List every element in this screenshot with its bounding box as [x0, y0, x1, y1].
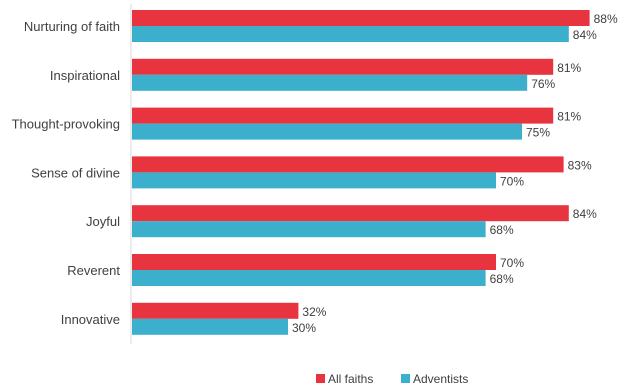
bar-nurturing-of-faith-all-faiths [132, 10, 590, 26]
bar-thought-provoking-all-faiths [132, 107, 554, 124]
value-label-nurturing-of-faith-all-faiths: 88% [594, 12, 618, 26]
category-label-joyful: Joyful [86, 214, 120, 229]
bar-inspirational-all-faiths [132, 58, 554, 75]
bar-joyful-adventists [132, 221, 486, 238]
category-label-sense-of-divine: Sense of divine [31, 165, 120, 180]
category-label-reverent: Reverent [67, 263, 120, 278]
bar-innovative-all-faiths [132, 302, 299, 319]
legend-swatch-adventists [401, 374, 410, 383]
bars [132, 10, 590, 335]
value-label-nurturing-of-faith-adventists: 84% [573, 28, 597, 42]
legend-label-adventists: Adventists [413, 372, 468, 386]
category-label-innovative: Innovative [61, 312, 120, 327]
legend: All faiths Adventists [316, 372, 468, 386]
bar-sense-of-divine-all-faiths [132, 156, 564, 173]
value-label-sense-of-divine-adventists: 70% [500, 174, 524, 188]
value-label-reverent-adventists: 68% [490, 272, 514, 286]
value-label-thought-provoking-all-faiths: 81% [557, 110, 581, 124]
bar-nurturing-of-faith-adventists [132, 26, 569, 42]
value-label-thought-provoking-adventists: 75% [526, 126, 550, 140]
value-labels: 88%84%81%76%81%75%83%70%84%68%70%68%32%3… [292, 12, 618, 335]
value-label-innovative-all-faiths: 32% [302, 305, 326, 319]
bar-sense-of-divine-adventists [132, 172, 496, 189]
bar-thought-provoking-adventists [132, 123, 522, 140]
category-label-nurturing-of-faith: Nurturing of faith [24, 19, 120, 34]
bar-joyful-all-faiths [132, 205, 569, 222]
value-label-reverent-all-faiths: 70% [500, 256, 524, 270]
legend-label-all-faiths: All faiths [328, 372, 373, 386]
legend-swatch-all-faiths [316, 374, 325, 383]
category-label-thought-provoking: Thought-provoking [12, 117, 120, 132]
value-label-innovative-adventists: 30% [292, 321, 316, 335]
bar-inspirational-adventists [132, 74, 528, 91]
bar-reverent-adventists [132, 270, 486, 286]
value-label-inspirational-adventists: 76% [531, 77, 555, 91]
value-label-inspirational-all-faiths: 81% [557, 61, 581, 75]
value-label-sense-of-divine-all-faiths: 83% [568, 158, 592, 172]
value-label-joyful-adventists: 68% [490, 223, 514, 237]
bar-innovative-adventists [132, 318, 288, 335]
bar-reverent-all-faiths [132, 254, 496, 270]
value-label-joyful-all-faiths: 84% [573, 207, 597, 221]
category-labels: Nurturing of faith Inspirational Thought-p… [12, 19, 121, 327]
category-label-inspirational: Inspirational [50, 68, 120, 83]
